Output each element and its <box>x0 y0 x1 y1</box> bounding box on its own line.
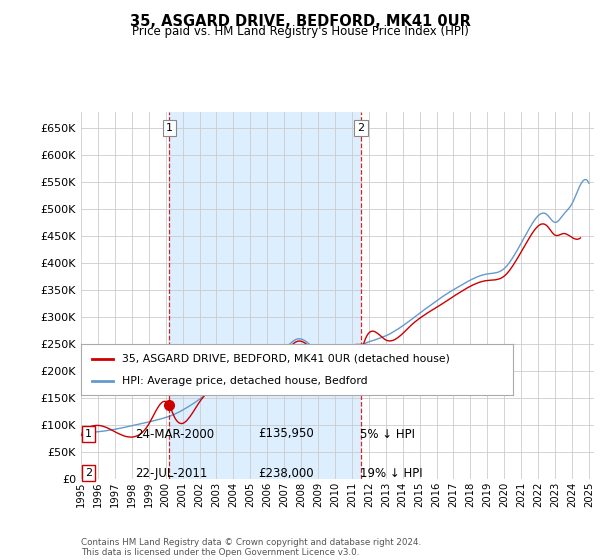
Text: Contains HM Land Registry data © Crown copyright and database right 2024.
This d: Contains HM Land Registry data © Crown c… <box>81 538 421 557</box>
Text: 24-MAR-2000: 24-MAR-2000 <box>135 427 214 441</box>
Text: £135,950: £135,950 <box>258 427 314 441</box>
Text: HPI: Average price, detached house, Bedford: HPI: Average price, detached house, Bedf… <box>122 376 368 386</box>
Text: Price paid vs. HM Land Registry's House Price Index (HPI): Price paid vs. HM Land Registry's House … <box>131 25 469 38</box>
Text: 1: 1 <box>166 123 173 133</box>
Text: 35, ASGARD DRIVE, BEDFORD, MK41 0UR (detached house): 35, ASGARD DRIVE, BEDFORD, MK41 0UR (det… <box>122 353 450 363</box>
Text: £238,000: £238,000 <box>258 466 314 480</box>
Text: 35, ASGARD DRIVE, BEDFORD, MK41 0UR: 35, ASGARD DRIVE, BEDFORD, MK41 0UR <box>130 14 470 29</box>
Text: 2: 2 <box>358 123 365 133</box>
Text: 19% ↓ HPI: 19% ↓ HPI <box>360 466 422 480</box>
Bar <box>169 112 361 479</box>
Text: 1: 1 <box>85 429 92 439</box>
Text: 5% ↓ HPI: 5% ↓ HPI <box>360 427 415 441</box>
Text: 22-JUL-2011: 22-JUL-2011 <box>135 466 208 480</box>
Text: 2: 2 <box>85 468 92 478</box>
